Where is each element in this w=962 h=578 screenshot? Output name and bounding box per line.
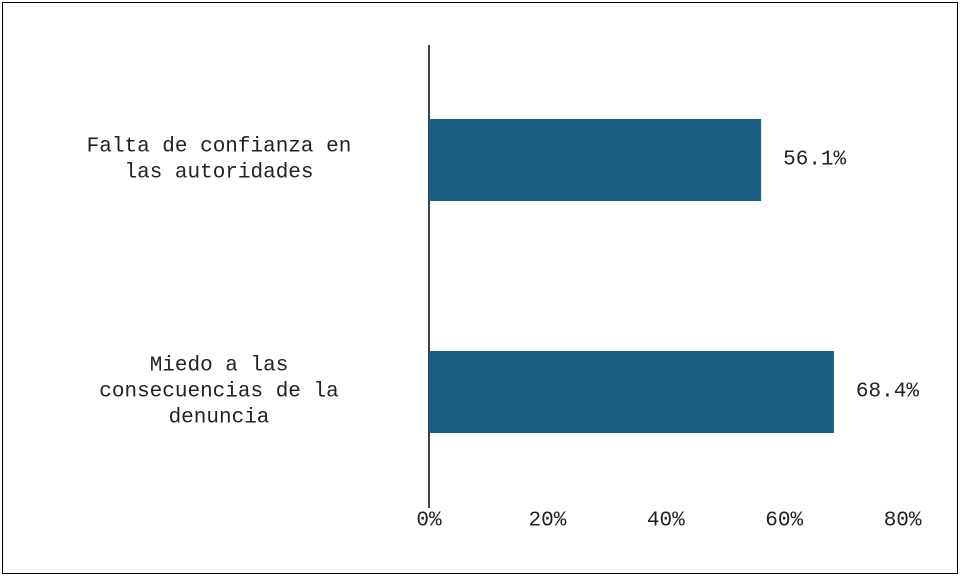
category-label-1-1: consecuencias de la [99,381,338,404]
category-label-0-0: Falta de confianza en [87,136,352,159]
data-label-0: 56.1% [783,149,846,172]
chart-marks: 56.1% Falta de confianza en las autoridade… [87,119,922,533]
bar-1 [429,351,834,433]
x-tick-label-3: 60% [765,510,803,533]
category-label-1-0: Miedo a las [150,355,289,378]
x-tick-label-0: 0% [416,510,442,533]
category-label-0-1: las autoridades [124,162,313,185]
x-tick-label-2: 40% [647,510,685,533]
category-label-1-2: denuncia [169,407,270,430]
bar-0 [429,119,762,201]
data-label-1: 68.4% [856,381,919,404]
x-tick-label-1: 20% [528,510,566,533]
bar-chart: 56.1% Falta de confianza en las autoridade… [87,45,922,533]
x-tick-label-4: 80% [884,510,922,533]
